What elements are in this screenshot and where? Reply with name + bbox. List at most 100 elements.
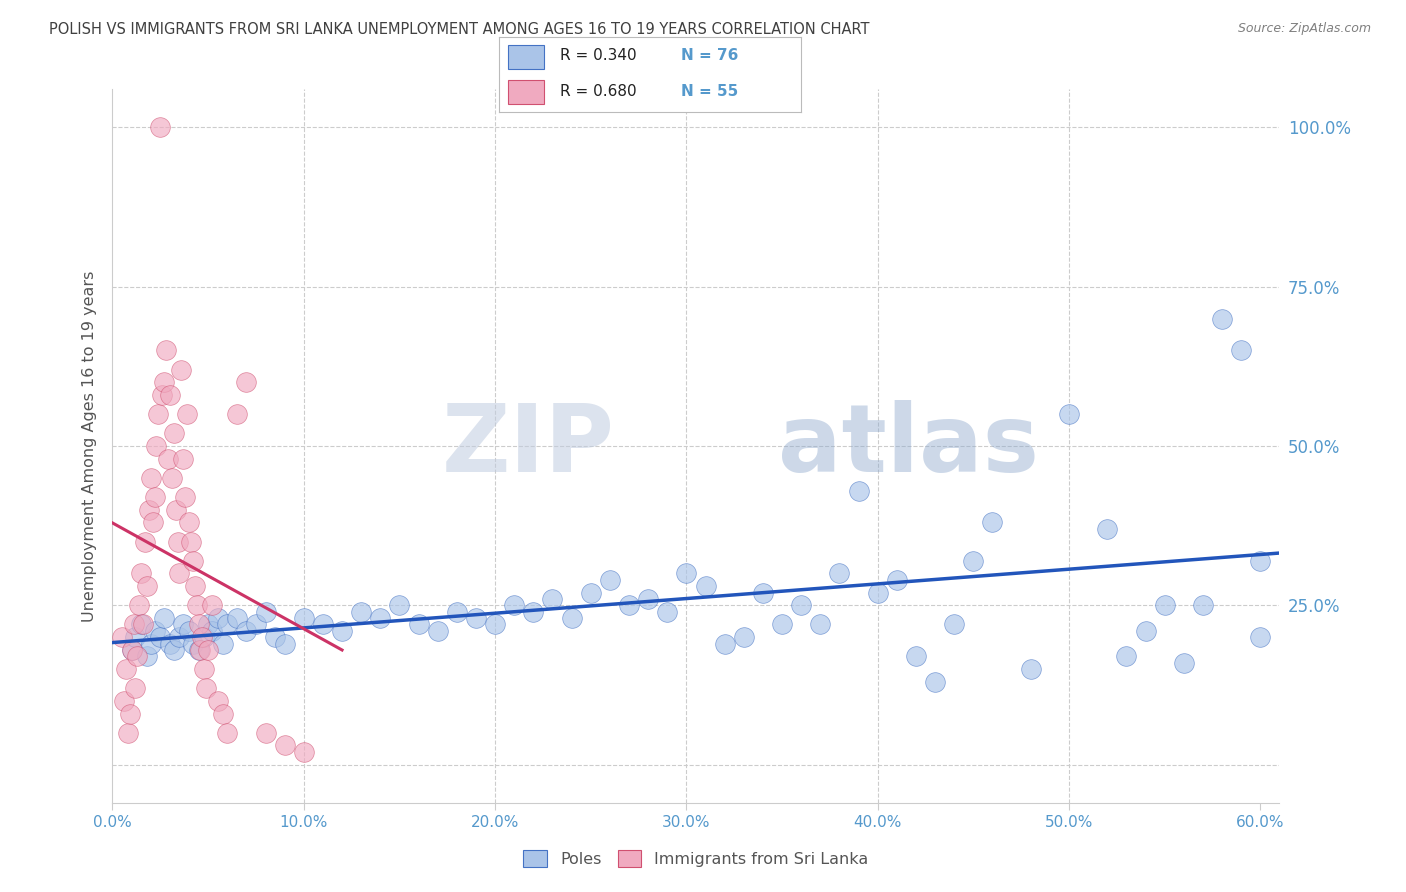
Point — [465, 611, 488, 625]
Point — [1249, 554, 1271, 568]
Point — [111, 630, 134, 644]
Point — [180, 534, 202, 549]
Point — [695, 579, 717, 593]
Point — [828, 566, 851, 581]
Point — [135, 649, 157, 664]
Point — [790, 599, 813, 613]
Point — [426, 624, 449, 638]
Point — [117, 725, 139, 739]
Point — [1135, 624, 1157, 638]
Point — [235, 624, 257, 638]
Point — [1230, 343, 1253, 358]
Point — [1173, 656, 1195, 670]
Point — [135, 579, 157, 593]
FancyBboxPatch shape — [508, 45, 544, 69]
Text: atlas: atlas — [778, 400, 1039, 492]
Point — [191, 630, 214, 644]
Point — [115, 662, 138, 676]
Point — [541, 591, 564, 606]
Point — [848, 483, 870, 498]
Point — [124, 681, 146, 695]
Point — [143, 490, 166, 504]
Text: ZIP: ZIP — [441, 400, 614, 492]
Text: Source: ZipAtlas.com: Source: ZipAtlas.com — [1237, 22, 1371, 36]
Point — [886, 573, 908, 587]
Point — [163, 426, 186, 441]
Point — [273, 739, 295, 753]
Point — [273, 636, 295, 650]
Point — [201, 624, 224, 638]
Point — [866, 585, 889, 599]
Point — [187, 617, 209, 632]
Point — [197, 617, 219, 632]
Point — [172, 617, 194, 632]
Point — [148, 407, 170, 421]
Point — [212, 706, 235, 721]
Point — [184, 579, 207, 593]
Point — [217, 617, 239, 632]
Point — [190, 643, 212, 657]
Point — [408, 617, 430, 632]
Point — [181, 636, 204, 650]
Point — [330, 624, 353, 638]
Point — [122, 617, 145, 632]
Point — [124, 630, 146, 644]
Point — [142, 516, 165, 530]
Point — [388, 599, 411, 613]
Point — [904, 649, 927, 664]
Point — [132, 617, 155, 632]
Point — [159, 636, 181, 650]
Point — [770, 617, 793, 632]
Point — [235, 376, 257, 390]
Point — [170, 362, 193, 376]
Point — [176, 407, 198, 421]
Point — [127, 649, 149, 664]
Point — [522, 605, 544, 619]
Point — [292, 745, 315, 759]
Point — [1153, 599, 1175, 613]
Point — [118, 706, 141, 721]
Point — [1211, 311, 1233, 326]
Point — [713, 636, 735, 650]
Point — [169, 566, 191, 581]
Point — [1097, 522, 1119, 536]
Point — [733, 630, 755, 644]
Point — [186, 599, 208, 613]
Point — [657, 605, 679, 619]
Point — [193, 662, 215, 676]
Y-axis label: Unemployment Among Ages 16 to 19 years: Unemployment Among Ages 16 to 19 years — [82, 270, 97, 622]
Text: N = 55: N = 55 — [681, 84, 738, 99]
Point — [264, 630, 287, 644]
Point — [924, 674, 946, 689]
Point — [177, 624, 200, 638]
Text: N = 76: N = 76 — [681, 48, 738, 63]
Point — [254, 725, 277, 739]
Point — [129, 566, 152, 581]
Point — [165, 502, 187, 516]
Point — [225, 407, 247, 421]
Point — [225, 611, 247, 625]
Point — [153, 376, 176, 390]
Point — [808, 617, 831, 632]
Point — [187, 643, 209, 657]
Point — [637, 591, 659, 606]
Point — [155, 343, 177, 358]
Point — [962, 554, 984, 568]
Point — [217, 725, 239, 739]
Point — [143, 624, 166, 638]
Point — [153, 611, 176, 625]
Point — [195, 681, 218, 695]
Point — [193, 630, 215, 644]
Point — [561, 611, 583, 625]
Point — [149, 630, 172, 644]
Point — [139, 471, 162, 485]
Point — [943, 617, 966, 632]
Point — [159, 388, 181, 402]
Point — [163, 643, 186, 657]
Point — [617, 599, 640, 613]
Point — [207, 694, 229, 708]
Point — [134, 534, 156, 549]
Point — [981, 516, 1004, 530]
Point — [160, 471, 183, 485]
Text: R = 0.340: R = 0.340 — [560, 48, 636, 63]
